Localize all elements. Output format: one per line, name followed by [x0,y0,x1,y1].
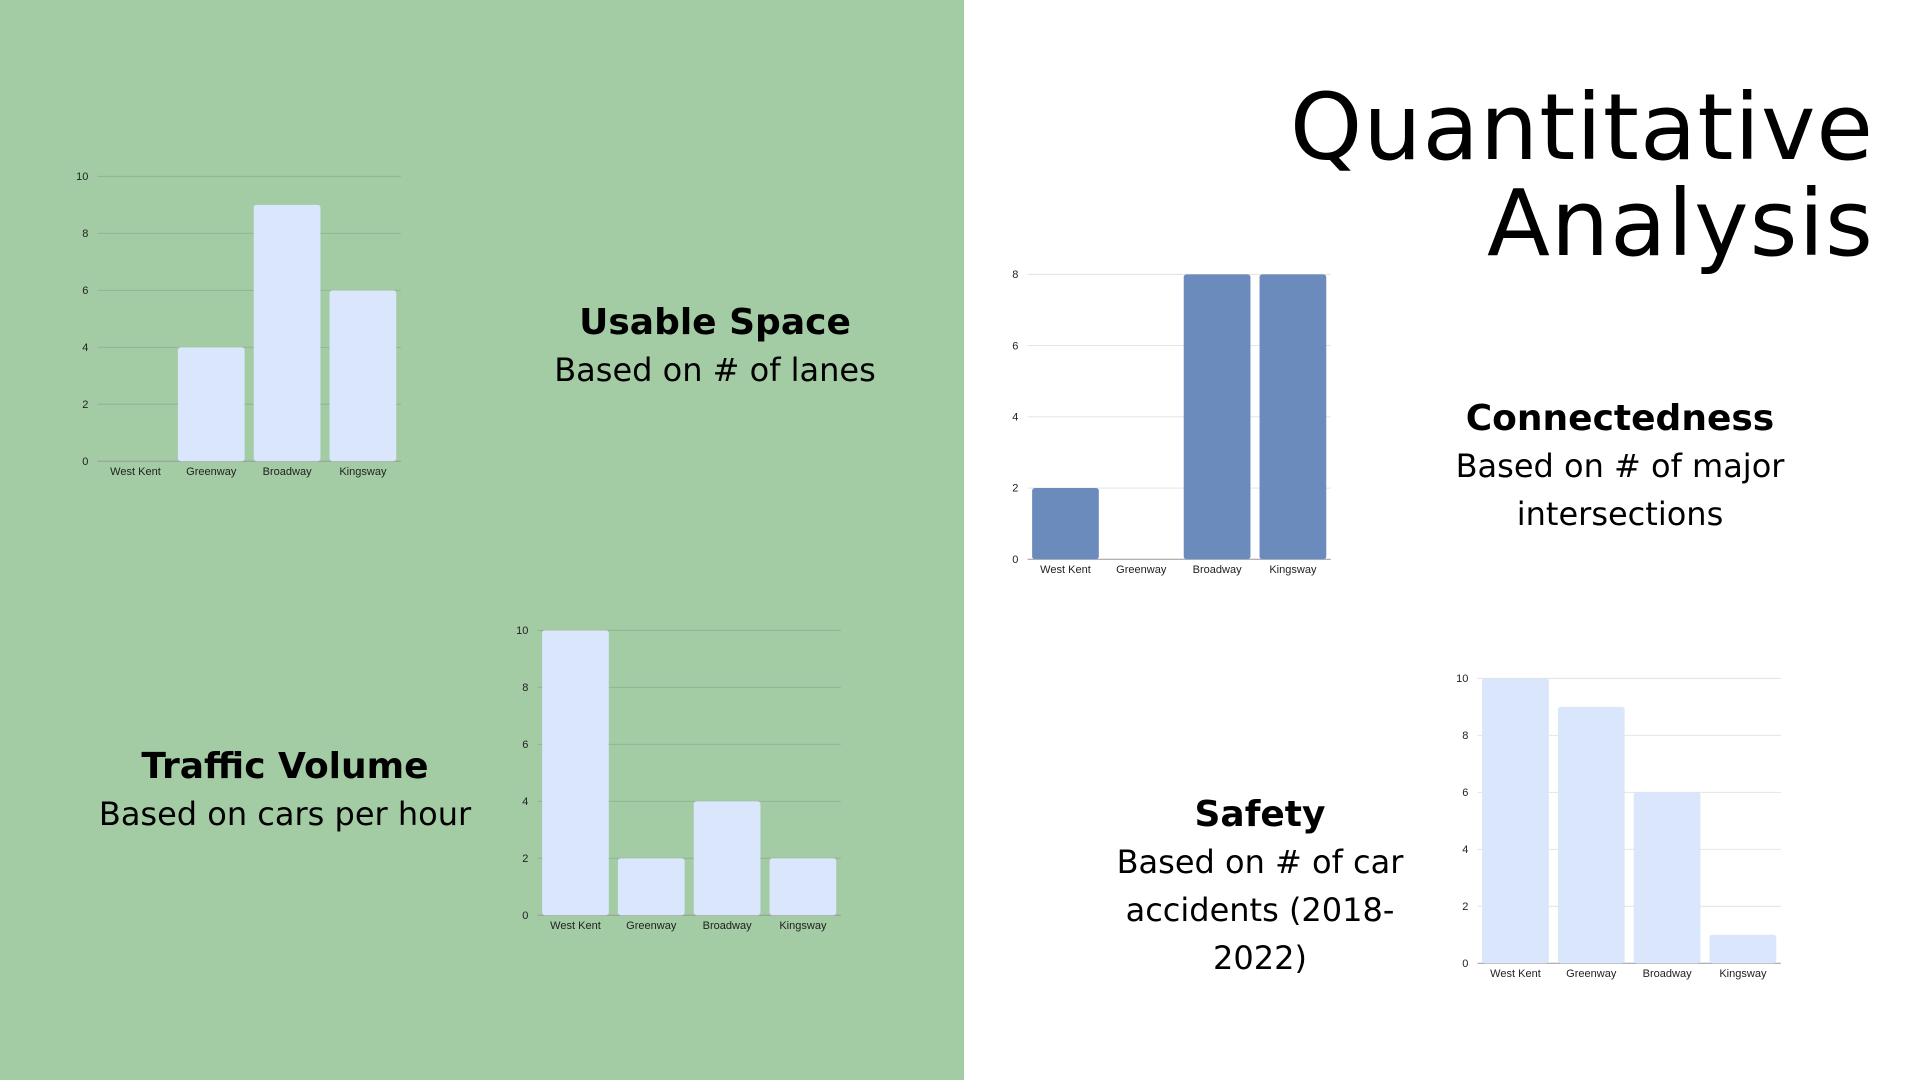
traffic-volume-heading: Traffic Volume [141,746,429,787]
connectedness-subtitle: Based on # of major intersections [1455,447,1785,533]
safety-chart: 0 2 4 6 8 10 West Kent Greenway Broadway Kingsway [1456,670,1790,1000]
safety-subtitle: Based on # of car accidents (2018-2022) [1116,843,1404,977]
usable-space-caption: Usable Space Based on # of lanes [545,300,885,394]
y-tick-label: 8 [1012,269,1018,281]
y-tick-label: 0 [1462,958,1468,970]
x-tick-label: Kingsway [339,466,387,478]
x-tick-label: Broadway [263,466,312,478]
y-tick-label: 10 [516,625,528,637]
x-tick-label: Kingsway [1719,968,1767,980]
connectedness-chart: 0 2 4 6 8 West Kent Greenway Broadway Kingsway [1012,266,1340,596]
y-tick-label: 0 [522,910,528,922]
x-tick-label: West Kent [550,920,601,932]
y-tick-label: 4 [1462,844,1468,856]
y-tick-label: 2 [522,853,528,865]
y-tick-label: 2 [82,399,88,411]
bar-broadway [693,801,761,916]
safety-heading: Safety [1194,794,1326,835]
x-tick-label: Greenway [1566,968,1617,980]
traffic-volume-subtitle: Based on cars per hour [98,795,472,833]
y-tick-label: 2 [1462,901,1468,913]
bar-west-kent [1032,488,1099,560]
y-tick-label: 8 [1462,730,1468,742]
x-tick-label: Broadway [1193,564,1242,576]
usable-space-chart: 0 2 4 6 8 10 West Kent Greenway Broadway Kingsway [76,168,410,498]
x-tick-label: Greenway [186,466,237,478]
y-tick-label: 8 [82,228,88,240]
connectedness-svg: 0 2 4 6 8 West Kent Greenway Broadway Kingsway [1012,269,1331,576]
connectedness-heading: Connectedness [1465,398,1775,439]
bar-west-kent [542,630,609,916]
bar-greenway [617,858,685,916]
x-tick-label: Broadway [1643,968,1692,980]
bar-broadway [1633,792,1701,964]
x-tick-label: West Kent [1040,564,1091,576]
y-tick-label: 10 [1456,673,1468,685]
safety-caption: Safety Based on # of car accidents (2018… [1080,792,1440,982]
x-tick-label: Kingsway [779,920,827,932]
page-title: Quantitative Analysis [1290,80,1874,272]
bar-kingsway [769,858,837,916]
bar-greenway [1557,706,1625,964]
title-line-2: Analysis [1486,170,1874,277]
bar-kingsway [1259,274,1327,560]
bar-greenway [177,347,245,462]
y-tick-label: 6 [522,739,528,751]
x-tick-label: Greenway [626,920,677,932]
traffic-volume-caption: Traffic Volume Based on cars per hour [95,744,475,838]
bar-west-kent [1482,678,1549,964]
y-tick-label: 8 [522,682,528,694]
y-tick-label: 6 [1462,787,1468,799]
x-tick-label: West Kent [110,466,161,478]
bar-broadway [1183,274,1251,560]
bar-broadway [253,204,321,462]
bar-kingsway [1709,934,1777,964]
bar-kingsway [329,290,397,462]
x-tick-label: Broadway [703,920,752,932]
y-tick-label: 6 [82,285,88,297]
connectedness-caption: Connectedness Based on # of major inters… [1430,396,1810,538]
usable-space-svg: 0 2 4 6 8 10 West Kent Greenway Broadway Kingsway [76,171,401,478]
y-tick-label: 0 [82,456,88,468]
x-tick-label: Greenway [1116,564,1167,576]
safety-svg: 0 2 4 6 8 10 West Kent Greenway Broadway Kingsway [1456,673,1781,980]
y-tick-label: 4 [1012,411,1018,423]
x-tick-label: Kingsway [1269,564,1317,576]
title-line-1: Quantitative [1289,74,1874,181]
y-tick-label: 0 [1012,554,1018,566]
x-tick-label: West Kent [1490,968,1541,980]
y-tick-label: 4 [522,796,528,808]
y-tick-label: 2 [1012,483,1018,495]
y-tick-label: 6 [1012,340,1018,352]
usable-space-heading: Usable Space [579,302,851,343]
usable-space-subtitle: Based on # of lanes [554,351,876,389]
traffic-volume-svg: 0 2 4 6 8 10 West Kent Greenway Broadway Kingsway [516,625,841,932]
traffic-volume-chart: 0 2 4 6 8 10 West Kent Greenway Broadway Kingsway [516,622,850,952]
y-tick-label: 10 [76,171,88,183]
y-tick-label: 4 [82,342,88,354]
